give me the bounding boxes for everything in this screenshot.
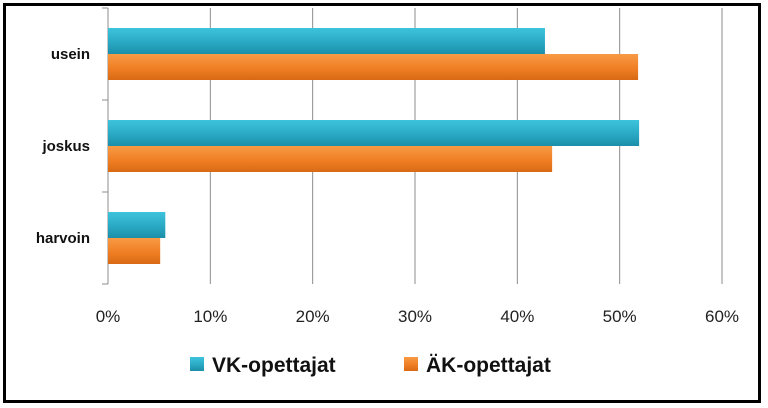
category-axis [102, 7, 109, 285]
bars [108, 28, 640, 264]
x-tick-label: 20% [296, 307, 330, 326]
x-tick-label: 0% [96, 307, 121, 326]
bar-ak-joskus [108, 146, 553, 172]
x-tick-label: 60% [705, 307, 739, 326]
bar-vk-harvoin [108, 212, 166, 238]
category-label: harvoin [36, 230, 90, 247]
x-tick-label: 50% [603, 307, 637, 326]
x-axis-ticks: 0% 10% 20% 30% 40% 50% 60% [96, 307, 739, 326]
legend-swatch [190, 357, 204, 371]
x-tick-label: 30% [398, 307, 432, 326]
category-label: usein [51, 46, 90, 63]
legend-label: ÄK-opettajat [426, 354, 551, 377]
bar-ak-harvoin [108, 238, 161, 264]
category-label: joskus [41, 138, 90, 155]
legend: VK-opettajat ÄK-opettajat [190, 354, 551, 377]
bar-vk-joskus [108, 120, 640, 146]
x-tick-label: 10% [193, 307, 227, 326]
bar-ak-usein [108, 54, 639, 80]
x-tick-label: 40% [500, 307, 534, 326]
bar-vk-usein [108, 28, 545, 54]
legend-label: VK-opettajat [212, 354, 336, 377]
legend-swatch [404, 357, 418, 371]
category-labels: usein joskus harvoin [36, 46, 90, 247]
